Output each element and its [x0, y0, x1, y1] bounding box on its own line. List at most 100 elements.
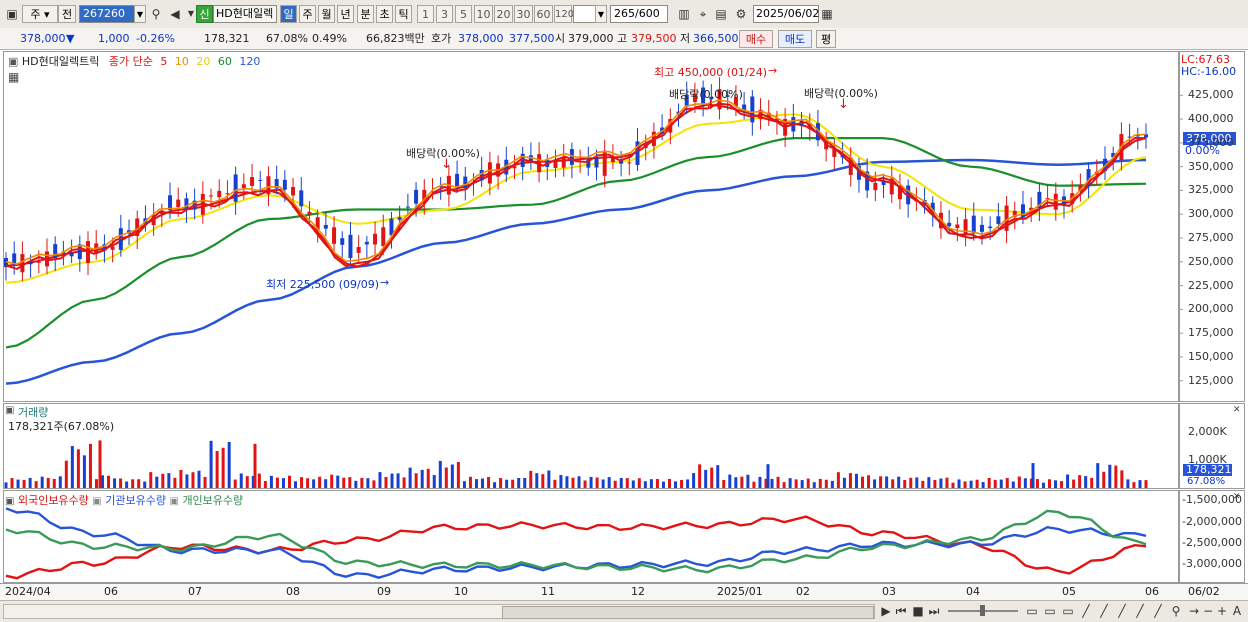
buy-button[interactable]: 매수 [739, 30, 773, 48]
line-tool-icon[interactable]: ╱ [1118, 604, 1126, 618]
ma-5-label: 5 [160, 55, 168, 68]
interval-120-button[interactable]: 120 [554, 5, 574, 23]
tab-week[interactable]: 주 [299, 5, 316, 23]
ma-line-5-top [5, 102, 1147, 270]
rewind-icon[interactable]: ⏮ [895, 604, 907, 618]
volume-bar [444, 467, 448, 488]
line-tool-icon[interactable]: ╱ [1136, 604, 1144, 618]
date-field[interactable]: 2025/06/02 [753, 5, 819, 23]
chevron-down-icon[interactable]: ▼ [187, 9, 195, 18]
arrow-down-icon: ↓ [838, 97, 849, 112]
volume-bar [999, 479, 1003, 488]
volume-bar [1023, 478, 1027, 488]
line-tool-icon[interactable]: ╱ [1100, 604, 1108, 618]
tab-year[interactable]: 년 [337, 5, 354, 23]
tab-month[interactable]: 월 [318, 5, 335, 23]
candle-body [241, 184, 246, 189]
window-icon[interactable]: ▭ [1044, 604, 1056, 618]
gear-icon[interactable]: ⚙ [735, 7, 747, 21]
zoom-in-icon[interactable]: + [1216, 604, 1228, 618]
zoom-slider-handle[interactable] [980, 605, 985, 616]
close-icon[interactable]: ✕ [1233, 405, 1241, 415]
count-field[interactable]: 265/600 [610, 5, 668, 23]
tab-minute[interactable]: 분 [357, 5, 374, 23]
line-tool-icon[interactable]: ╱ [1082, 604, 1090, 618]
save-icon[interactable]: ▤ [715, 7, 727, 21]
tab-second[interactable]: 초 [376, 5, 393, 23]
zoom-out-icon[interactable]: − [1202, 604, 1214, 618]
interval-dropdown-button[interactable]: ▼ [595, 5, 607, 23]
x-tick: 05 [1062, 585, 1076, 598]
volume-bar [601, 479, 605, 488]
volume-bar [318, 476, 322, 488]
interval-60-button[interactable]: 60 [534, 5, 553, 23]
stock-label: HD현대일렉트릭 [21, 55, 100, 68]
window-icon[interactable]: ▭ [1062, 604, 1074, 618]
scrollbar-thumb[interactable] [502, 606, 874, 619]
magnifier-icon[interactable]: ⚲ [1171, 604, 1181, 618]
volume-bar [595, 477, 599, 488]
interval-1-button[interactable]: 1 [417, 5, 434, 23]
price-tick: 225,000 [1188, 278, 1234, 292]
eval-button[interactable]: 평 [816, 30, 836, 48]
fast-forward-icon[interactable]: ⏭ [928, 604, 940, 618]
tab-day[interactable]: 일 [280, 5, 297, 23]
sell-button[interactable]: 매도 [778, 30, 812, 48]
speaker-icon[interactable]: ◀ [170, 7, 180, 21]
holding-tick: -2,500,000 [1182, 536, 1242, 549]
stock-code-input[interactable]: 267260 [79, 5, 135, 23]
volume-bar [239, 473, 243, 488]
bid-price: 377,500 [509, 32, 555, 45]
stock-name-field[interactable]: HD현대일렉 [213, 5, 277, 23]
interval-10-button[interactable]: 10 [474, 5, 493, 23]
volume-bar [215, 451, 219, 488]
annotation-high: 최고 450,000 (01/24) [654, 66, 768, 79]
volume-bar [233, 479, 237, 488]
candle-body [766, 112, 771, 118]
ask-price: 378,000 [458, 32, 504, 45]
prev-button[interactable]: 전 [58, 5, 76, 23]
interval-3-button[interactable]: 3 [436, 5, 453, 23]
volume-bar [336, 475, 340, 488]
volume-bar [64, 460, 68, 488]
holding-line-2 [5, 509, 1147, 574]
window-icon[interactable]: ▭ [1026, 604, 1038, 618]
volume-bar [1102, 471, 1106, 488]
volume-bar [34, 481, 38, 488]
volume-bar [897, 476, 901, 488]
period-week-select[interactable]: 주 ▾ [22, 5, 58, 23]
arrow-right-icon[interactable]: → [1188, 604, 1200, 618]
window-icon[interactable]: ▣ [6, 7, 18, 21]
candle-icon[interactable]: ▥ [678, 7, 690, 21]
count-total: /600 [635, 7, 660, 20]
calendar-icon[interactable]: ▦ [821, 7, 833, 21]
dividend-label: 배당락(0.00%) [669, 88, 743, 101]
text-tool-icon[interactable]: A [1232, 604, 1242, 618]
interval-30-button[interactable]: 30 [514, 5, 533, 23]
volume-bar [752, 481, 756, 488]
ask-label: 호가 [431, 32, 452, 45]
interval-20-button[interactable]: 20 [494, 5, 513, 23]
horizontal-scrollbar[interactable] [3, 604, 875, 619]
interval-5-button[interactable]: 5 [455, 5, 472, 23]
volume-bar [253, 443, 257, 488]
volume-bar [643, 481, 647, 488]
candle-body [373, 233, 378, 245]
stop-icon[interactable]: ■ [912, 604, 924, 618]
play-icon[interactable]: ▶ [881, 604, 891, 618]
tab-tick[interactable]: 틱 [395, 5, 412, 23]
close-icon[interactable]: ✕ [1233, 492, 1241, 502]
line-tool-icon[interactable]: ╱ [1154, 604, 1162, 618]
search-icon[interactable]: ⚲ [151, 7, 161, 21]
volume-bar [800, 480, 804, 488]
volume-bar [674, 481, 678, 488]
grid-icon[interactable]: ▦ [8, 70, 20, 84]
candle-body [463, 176, 468, 189]
candle-body [332, 227, 337, 244]
price-tick: 175,000 [1188, 326, 1234, 340]
arrow-right-icon: → [380, 276, 390, 289]
crosshair-icon[interactable]: ⌖ [699, 7, 707, 21]
volume-bar [251, 475, 255, 488]
code-dropdown-button[interactable]: ▼ [134, 5, 146, 23]
